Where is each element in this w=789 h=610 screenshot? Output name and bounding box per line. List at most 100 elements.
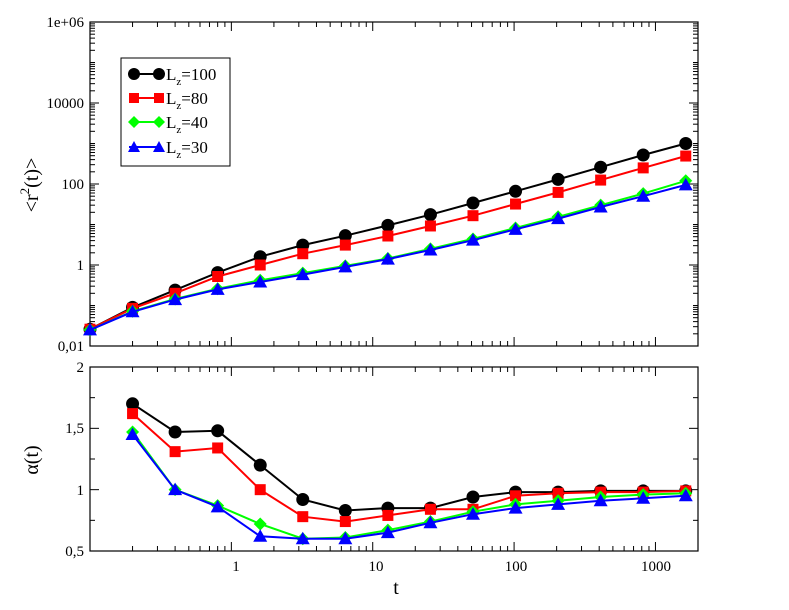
data-point-triangle [338, 531, 353, 545]
top-ticks [89, 21, 699, 347]
legend-label-base: L [166, 113, 176, 132]
legend-label: Lz=30 [166, 138, 208, 161]
top-y-tick-label: 100 [62, 177, 85, 193]
series-lz80 [84, 150, 692, 335]
data-point-triangle [380, 525, 395, 539]
data-point-triangle [423, 515, 438, 529]
data-point-triangle [551, 211, 566, 225]
legend-label-base: L [166, 138, 176, 157]
legend-label-rest: =100 [181, 65, 216, 84]
data-point-triangle [83, 322, 97, 336]
bottom-y-tick-label: 1,5 [65, 421, 84, 437]
legend-marker-diamond [128, 116, 140, 128]
data-point-triangle [593, 200, 608, 213]
data-point-triangle [295, 267, 310, 281]
bottom-y-axis-title: α(t) [21, 445, 43, 474]
legend-marker-circle [128, 68, 140, 80]
legend-label-sub: z [176, 124, 181, 136]
series-line [131, 431, 686, 540]
data-point-triangle [338, 259, 353, 273]
series-line [131, 412, 686, 523]
top-y-tick-labels: 0,01 1 100 10000 1e+06 [46, 15, 84, 355]
series-line [132, 402, 686, 512]
top-y-tick-label: 10000 [47, 96, 85, 112]
data-point-square [510, 490, 522, 502]
data-point-circle [551, 172, 565, 186]
series-line [131, 433, 686, 540]
data-point-square [424, 220, 436, 232]
legend-label: Lz=40 [166, 113, 208, 136]
legend-marker-square [129, 93, 139, 103]
series-lz80 [127, 408, 692, 528]
bottom-y-tick-labels: 0,5 1 1,5 2 [65, 360, 84, 560]
data-point-circle [253, 458, 267, 472]
data-point-square [595, 174, 607, 186]
data-point-circle [594, 160, 608, 174]
top-y-tick-label: 1e+06 [46, 15, 84, 31]
data-point-square [169, 446, 181, 458]
series-lz30 [83, 177, 693, 336]
x-axis-title: t [393, 577, 399, 599]
top-y-axis-title-sup: 2 [17, 188, 32, 195]
legend: Lz=100 Lz=80 Lz=40 Lz=30 [120, 57, 231, 167]
data-point-triangle [168, 292, 183, 306]
data-point-square [339, 516, 351, 528]
data-point-square [212, 271, 224, 283]
data-point-square [424, 503, 436, 515]
legend-label-rest: =80 [181, 89, 208, 108]
legend-marker-triangle [128, 141, 140, 152]
data-point-circle [168, 425, 182, 439]
bottom-x-tick-labels: 1 10 100 1000 [232, 559, 671, 575]
data-point-triangle [253, 275, 268, 288]
data-point-circle [679, 137, 693, 150]
bottom-plot-frame [89, 366, 699, 552]
data-point-square [297, 511, 309, 523]
data-point-circle [338, 229, 352, 243]
legend-marker-square [154, 93, 164, 103]
data-point-triangle [678, 488, 693, 502]
data-point-triangle [168, 482, 183, 496]
data-point-triangle [636, 491, 651, 504]
legend-entry-lz40: Lz=40 [128, 113, 208, 136]
bottom-panel: 0,5 1 1,5 2 1 10 100 1000 α(t) t [21, 360, 699, 599]
legend-label-rest: =40 [181, 113, 208, 132]
bottom-ticks [89, 366, 699, 552]
top-y-axis-title: <r2(t)> [17, 158, 43, 213]
bottom-series-group [125, 397, 693, 546]
legend-label-sub: z [176, 76, 181, 88]
data-point-square [510, 198, 522, 210]
top-series-group [83, 137, 693, 337]
bottom-x-tick-label: 1000 [641, 559, 671, 575]
data-point-triangle [508, 222, 523, 235]
legend-label-base: L [166, 65, 176, 84]
data-point-triangle [678, 177, 693, 191]
data-point-square [382, 230, 394, 242]
data-point-circle [211, 424, 225, 438]
series-lz100 [126, 397, 693, 518]
data-point-triangle [465, 507, 480, 520]
data-point-triangle [593, 493, 608, 507]
data-point-triangle [295, 531, 310, 545]
legend-label-base: L [166, 89, 176, 108]
data-point-circle [381, 218, 395, 232]
legend-label: Lz=100 [166, 65, 216, 88]
data-point-circle [466, 196, 480, 210]
data-point-square [637, 162, 649, 174]
data-point-square [127, 408, 139, 420]
legend-label: Lz=80 [166, 89, 208, 112]
series-lz30 [125, 427, 693, 545]
data-point-square [297, 248, 309, 260]
data-point-square [552, 487, 564, 499]
data-point-circle [296, 492, 310, 506]
data-point-circle [466, 490, 480, 504]
bottom-y-tick-label: 2 [77, 360, 85, 376]
legend-label-sub: z [176, 100, 181, 112]
legend-label-rest: =30 [181, 138, 208, 157]
top-panel: 0,01 1 100 10000 1e+06 <r2(t)> Lz=100 L [17, 15, 699, 355]
data-point-diamond [253, 517, 267, 531]
data-point-circle [338, 504, 352, 518]
bottom-y-tick-label: 0,5 [65, 544, 84, 560]
data-point-triangle [423, 242, 438, 256]
data-point-circle [509, 184, 523, 198]
